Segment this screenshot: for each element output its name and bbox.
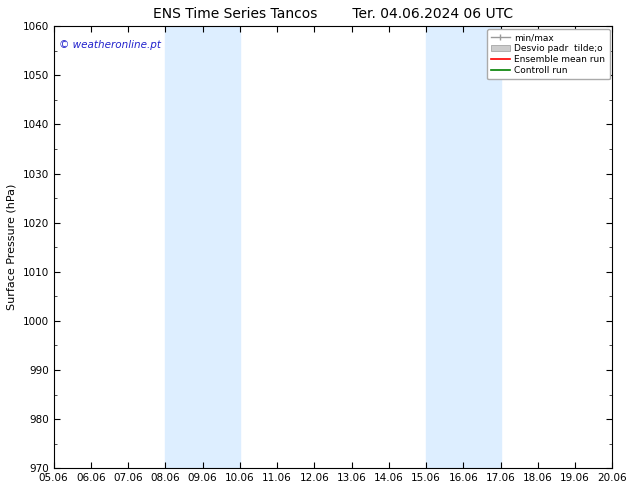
- Legend: min/max, Desvio padr  tilde;o, Ensemble mean run, Controll run: min/max, Desvio padr tilde;o, Ensemble m…: [487, 29, 609, 79]
- Bar: [426, 26, 500, 468]
- Text: © weatheronline.pt: © weatheronline.pt: [59, 40, 161, 49]
- Y-axis label: Surface Pressure (hPa): Surface Pressure (hPa): [7, 184, 17, 311]
- Title: ENS Time Series Tancos        Ter. 04.06.2024 06 UTC: ENS Time Series Tancos Ter. 04.06.2024 0…: [153, 7, 513, 21]
- Bar: [165, 26, 240, 468]
